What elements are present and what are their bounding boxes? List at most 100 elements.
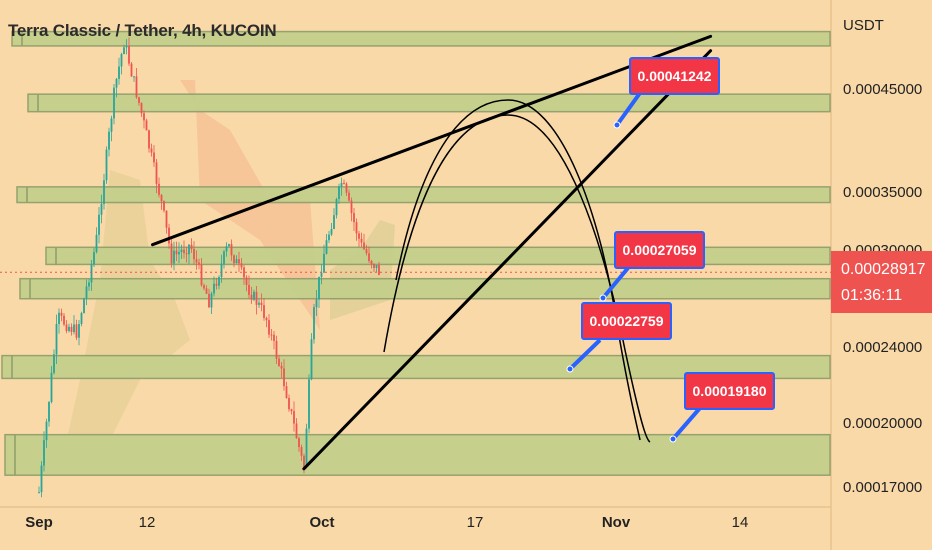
candle-body [228,244,230,247]
candle-body [145,120,148,131]
callout-pointer [671,406,702,441]
candle-body [378,265,380,275]
candle-body [103,180,105,204]
y-tick-label: 0.00045000 [843,81,923,98]
candle-body [373,263,375,268]
target-callout[interactable]: 0.00027059 [614,231,705,269]
candle-body [308,379,310,429]
candle-body [123,47,125,55]
candle-body [233,255,235,264]
candle-body [150,148,153,153]
candle-body [105,149,108,181]
candle-body [63,315,65,325]
candle-body [110,118,113,132]
currency-unit: USDT [843,17,884,34]
candle-body [88,282,90,287]
candle-body [68,326,70,331]
candle-body [358,233,360,239]
candle-body [95,234,98,253]
support-resistance-zone [11,30,831,47]
x-tick-label: 12 [138,514,156,531]
candle-body [213,283,215,294]
candle-body [38,492,40,494]
candle-body [255,291,258,305]
candle-body [370,260,373,264]
callout-anchor-dot [566,365,574,373]
candle-body [78,323,80,338]
target-callout[interactable]: 0.00022759 [581,302,672,340]
x-tick-label: Sep [25,514,53,531]
y-tick-label: 0.00030000 [843,242,922,251]
candle-body [258,302,260,305]
candle-body [218,277,220,286]
candle-body [40,465,43,493]
candle-body [190,244,193,249]
candle-body [295,423,298,439]
candle-body [125,46,128,48]
candle-body [263,305,265,318]
candle-body [318,276,320,300]
candle-body [348,192,350,201]
candle-body [273,334,275,341]
projection-arc [395,99,641,441]
candle-body [333,215,335,229]
candle-body [325,240,328,254]
candle-body [50,372,53,402]
candle-body [243,267,245,278]
candle-body [93,252,95,265]
candle-body [80,313,83,324]
target-callout[interactable]: 0.00041242 [629,57,720,95]
candle-body [183,249,185,254]
candle-body [45,421,48,441]
trendline [151,34,713,247]
candle-body [120,54,123,67]
callout-anchor-dot [599,294,607,302]
candle-body [290,409,293,412]
candle-body [178,251,180,255]
x-tick-label: Oct [309,514,335,531]
candle-body [260,302,263,306]
candle-body [313,307,315,340]
candle-body [330,228,333,235]
candle-body [90,264,93,283]
candle-body [323,253,325,273]
callout-anchor-dot [669,435,677,443]
candle-body [335,199,338,216]
candle-body [303,455,305,468]
candle-body [185,253,188,255]
callout-pointer [568,338,602,371]
candle-body [198,262,200,265]
candle-body [175,250,178,255]
candle-body [253,291,255,300]
callout-pointer [615,91,642,127]
candle-body [65,324,68,331]
candle-body [278,358,280,366]
candle-body [238,259,240,264]
candle-body [355,222,358,234]
candle-body [130,63,133,77]
candle-body [338,186,340,200]
support-resistance-zone [16,186,831,204]
candle-body [193,248,195,260]
support-resistance-zone [27,93,831,113]
candle-body [280,365,283,369]
candle-body [293,411,295,424]
x-tick-label: 17 [466,514,484,531]
candle-body [180,249,183,252]
candle-body [55,324,58,355]
support-resistance-zone [4,433,831,476]
candle-body [285,386,288,398]
current-price-value: 0.00028917 [841,261,926,278]
candle-body [375,265,378,268]
target-callout[interactable]: 0.00019180 [684,372,775,410]
candle-body [168,227,170,244]
candle-body [195,259,198,263]
y-tick-label: 0.00017000 [843,479,923,496]
candle-body [288,397,290,410]
candle-body [248,284,250,295]
candle-body [275,340,278,359]
candle-body [85,286,88,299]
candle-body [43,440,45,466]
